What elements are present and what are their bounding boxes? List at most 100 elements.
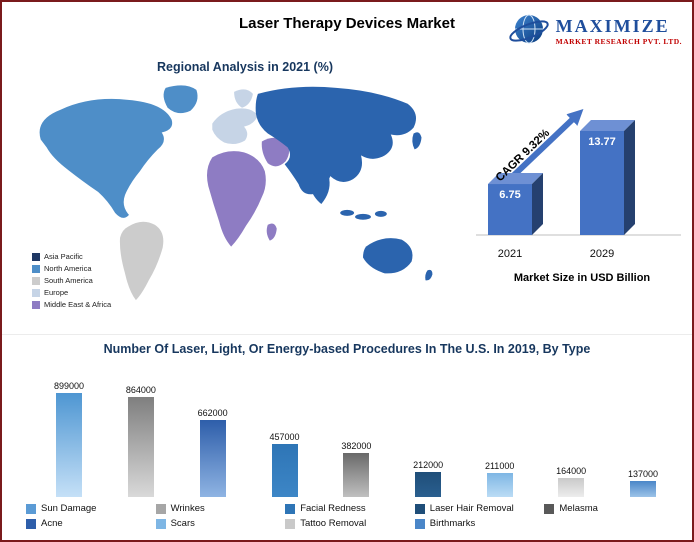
procedures-legend-item: Scars [155, 518, 286, 529]
procedure-bar-group: 212000 [413, 460, 443, 497]
market-size-caption: Market Size in USD Billion [513, 272, 651, 284]
region-india [309, 173, 330, 204]
legend-label: Europe [44, 288, 69, 297]
map-legend-item: Asia Pacific [32, 252, 111, 261]
legend-label: Scars [170, 518, 195, 529]
map-legend: Asia Pacific North America South America Eu… [32, 252, 111, 309]
bar-value-label: 662000 [197, 408, 228, 418]
region-indonesia [340, 209, 355, 216]
procedure-bar [271, 444, 298, 497]
map-legend-item: Europe [32, 288, 111, 297]
bar-value-label: 13.77 [588, 136, 616, 148]
procedures-section: Number Of Laser, Light, Or Energy-based … [2, 334, 692, 540]
legend-swatch [414, 518, 425, 529]
procedures-legend-item: Laser Hair Removal [414, 503, 545, 514]
procedure-bar-group: 137000 [628, 469, 658, 497]
legend-label: Melasma [559, 503, 598, 514]
region-australia [363, 238, 413, 274]
logo-subtitle: MARKET RESEARCH PVT. LTD. [555, 36, 682, 46]
bar-value-label: 164000 [556, 466, 587, 476]
market-size-bar-group: 6.75 13.77 [488, 120, 635, 235]
procedure-bar [486, 473, 513, 497]
legend-swatch [32, 300, 40, 309]
regional-analysis-section: Regional Analysis in 2021 (%) Asia Pacif… [10, 60, 480, 330]
legend-label: Sun Damage [41, 503, 97, 514]
bar-value-label: 864000 [125, 385, 156, 395]
bar-value-label: 137000 [627, 469, 658, 479]
bar-value-label: 899000 [54, 381, 85, 391]
region-new-zealand [425, 269, 433, 281]
market-size-bar [580, 120, 635, 131]
market-size-bar [532, 173, 543, 235]
region-indonesia [374, 210, 387, 217]
year-label-2029: 2029 [589, 248, 615, 260]
legend-swatch [155, 518, 166, 529]
procedure-bar-group: 457000 [269, 432, 300, 497]
legend-label: Birthmarks [429, 518, 476, 529]
region-asia [255, 86, 417, 195]
procedure-bar [199, 420, 226, 497]
map-legend-item: South America [32, 276, 111, 285]
legend-label: North America [44, 264, 92, 273]
legend-label: Middle East & Africa [44, 300, 112, 309]
procedures-legend: Sun Damage Wrinkes Facial Redness Laser Hai… [26, 503, 674, 529]
legend-swatch [32, 276, 40, 285]
region-south-america [119, 221, 164, 301]
legend-swatch [32, 288, 40, 297]
region-scandinavia [234, 89, 253, 108]
region-japan [412, 132, 422, 150]
legend-swatch [285, 518, 296, 529]
region-madagascar [266, 223, 277, 241]
legend-swatch [32, 252, 40, 261]
procedure-bar [127, 397, 154, 497]
procedure-bar-group: 382000 [341, 441, 371, 497]
legend-label: South America [44, 276, 93, 285]
procedures-legend-item: Acne [26, 518, 156, 529]
legend-swatch [32, 264, 40, 273]
procedures-legend-item: Tattoo Removal [285, 518, 415, 529]
procedure-bar-group: 164000 [556, 466, 586, 497]
market-size-bar [624, 120, 635, 235]
market-size-chart: 6.75 13.77 CAGR 9.32% 2021 2029 Market Si… [476, 90, 688, 284]
procedure-bar-group: 899000 [54, 381, 84, 497]
legend-swatch [26, 518, 36, 529]
procedure-bar-group: 211000 [485, 461, 514, 497]
procedure-bar-group: 864000 [126, 385, 156, 497]
procedure-bar [56, 393, 83, 497]
page-title: Laser Therapy Devices Market [239, 15, 455, 32]
legend-label: Facial Redness [300, 503, 366, 514]
legend-swatch [26, 503, 36, 514]
logo: MAXIMIZE MARKET RESEARCH PVT. LTD. [507, 8, 682, 54]
legend-label: Wrinkes [170, 503, 205, 514]
procedure-bar [343, 453, 370, 497]
region-greenland [163, 85, 198, 114]
legend-swatch [414, 503, 425, 514]
procedures-title: Number Of Laser, Light, Or Energy-based … [103, 342, 591, 356]
market-size-bar [488, 184, 532, 235]
legend-label: Acne [41, 518, 63, 529]
region-north-america [39, 98, 173, 218]
procedures-legend-item: Sun Damage [26, 503, 156, 514]
legend-swatch [285, 503, 296, 514]
region-africa [206, 151, 266, 247]
world-map [39, 85, 433, 301]
year-label-2021: 2021 [497, 248, 523, 260]
bar-value-label: 211000 [484, 461, 515, 471]
map-legend-item: North America [32, 264, 111, 273]
market-size-x-axis: 2021 2029 [476, 248, 688, 262]
region-europe [212, 108, 258, 145]
procedure-bar-group: 662000 [198, 408, 228, 497]
map-legend-item: Middle East & Africa [32, 300, 111, 309]
legend-label: Laser Hair Removal [429, 503, 514, 514]
procedures-bars: 899000 864000 662000 457000 382000 212000 2110… [54, 379, 658, 497]
procedures-legend-item: Birthmarks [414, 518, 545, 529]
logo-text: MAXIMIZE MARKET RESEARCH PVT. LTD. [556, 17, 682, 46]
market-size-bar [488, 173, 543, 185]
procedure-bar [415, 472, 442, 497]
procedures-legend-item: Facial Redness [285, 503, 415, 514]
procedures-legend-item: Wrinkes [155, 503, 286, 514]
legend-swatch [544, 503, 555, 514]
procedure-bar [558, 478, 585, 497]
